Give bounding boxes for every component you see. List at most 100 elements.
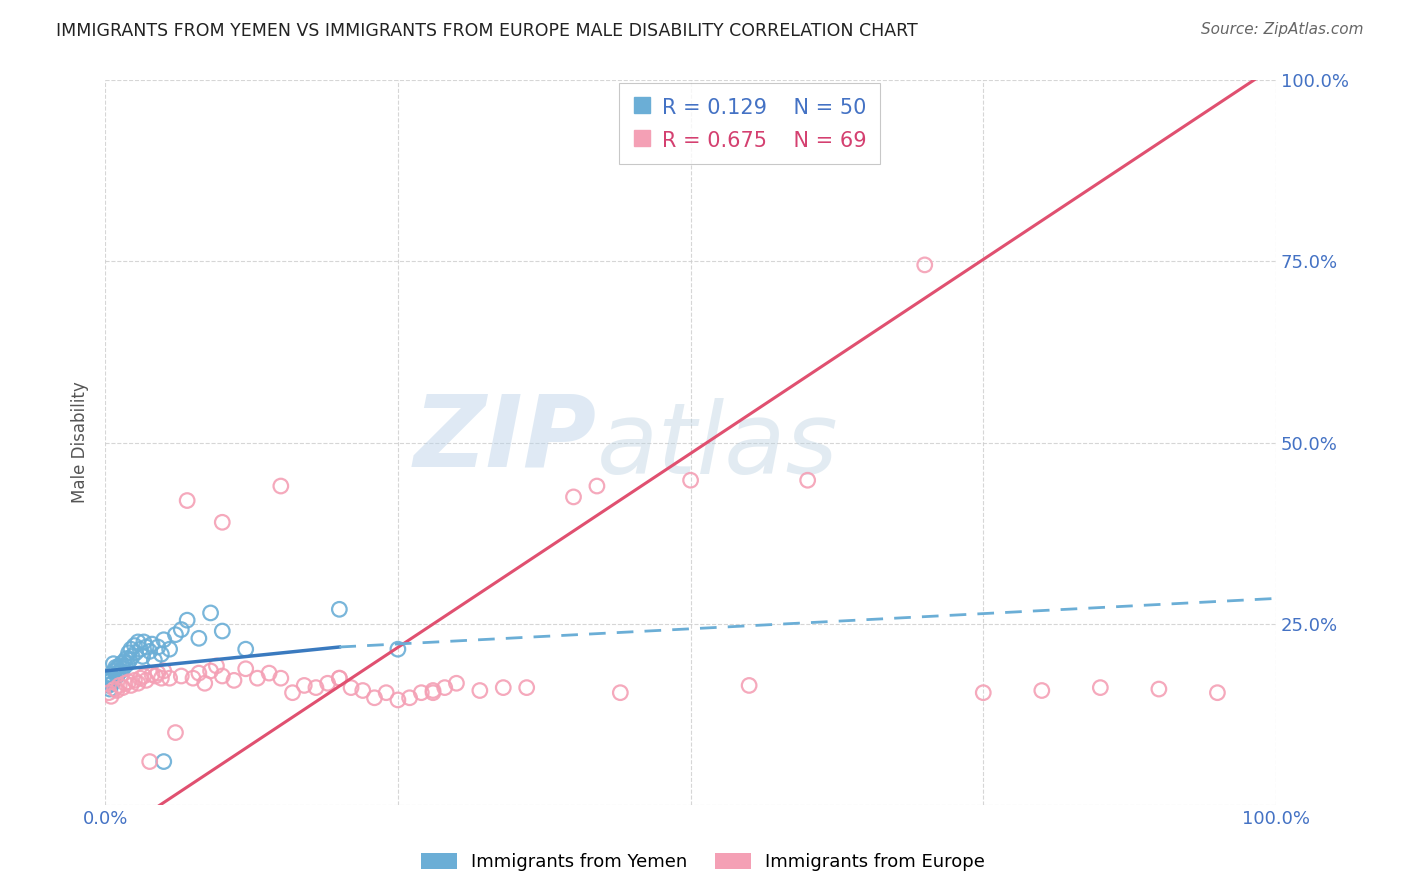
Point	[120, 678, 142, 692]
Point	[103, 681, 125, 696]
Text: IMMIGRANTS FROM YEMEN VS IMMIGRANTS FROM EUROPE MALE DISABILITY CORRELATION CHAR: IMMIGRANTS FROM YEMEN VS IMMIGRANTS FROM…	[56, 22, 918, 40]
Point	[103, 664, 125, 678]
Point	[200, 606, 222, 620]
Point	[110, 657, 132, 671]
Point	[152, 664, 174, 678]
Point	[135, 673, 157, 688]
Point	[468, 683, 491, 698]
Point	[165, 725, 187, 739]
Point	[679, 473, 702, 487]
Point	[103, 657, 125, 671]
Point	[387, 642, 409, 657]
Point	[111, 681, 134, 695]
Point	[796, 473, 818, 487]
Point	[165, 628, 187, 642]
Point	[422, 683, 444, 698]
Point	[211, 624, 233, 638]
Point	[516, 681, 538, 695]
Point	[120, 642, 142, 657]
Point	[340, 681, 363, 695]
Point	[1090, 681, 1112, 695]
Point	[127, 676, 149, 690]
Point	[132, 669, 155, 683]
Point	[1031, 683, 1053, 698]
Point	[98, 671, 121, 685]
Point	[187, 666, 209, 681]
Point	[105, 662, 128, 676]
Point	[1206, 686, 1229, 700]
Point	[110, 664, 132, 678]
Point	[270, 479, 292, 493]
Point	[411, 686, 433, 700]
Point	[135, 640, 157, 654]
Point	[101, 676, 124, 690]
Point	[100, 673, 122, 688]
Point	[112, 655, 135, 669]
Point	[143, 653, 166, 667]
Point	[257, 666, 280, 681]
Point	[138, 644, 160, 658]
Point	[375, 686, 398, 700]
Point	[108, 678, 131, 692]
Point	[222, 673, 245, 688]
Point	[100, 690, 122, 704]
Point	[305, 681, 328, 695]
Point	[562, 490, 585, 504]
Point	[146, 640, 169, 654]
Point	[124, 646, 146, 660]
Point	[194, 676, 217, 690]
Point	[152, 755, 174, 769]
Point	[586, 479, 609, 493]
Point	[211, 669, 233, 683]
Point	[914, 258, 936, 272]
Point	[972, 686, 994, 700]
Point	[270, 671, 292, 685]
Text: atlas: atlas	[598, 398, 838, 495]
Point	[609, 686, 631, 700]
Point	[200, 664, 222, 678]
Point	[363, 690, 385, 705]
Point	[328, 602, 350, 616]
Point	[292, 678, 315, 692]
Point	[132, 635, 155, 649]
Point	[129, 671, 152, 685]
Point	[211, 516, 233, 530]
Point	[181, 671, 204, 685]
Point	[115, 651, 138, 665]
Point	[235, 642, 257, 657]
Point	[117, 674, 139, 689]
Point	[100, 667, 122, 681]
Point	[101, 671, 124, 685]
Point	[104, 660, 127, 674]
Point	[316, 676, 339, 690]
Legend: R = 0.129    N = 50, R = 0.675    N = 69: R = 0.129 N = 50, R = 0.675 N = 69	[619, 83, 880, 164]
Point	[138, 755, 160, 769]
Point	[107, 666, 129, 681]
Y-axis label: Male Disability: Male Disability	[72, 382, 89, 503]
Point	[176, 493, 198, 508]
Point	[398, 690, 420, 705]
Point	[118, 653, 141, 667]
Point	[129, 642, 152, 657]
Point	[1147, 681, 1170, 696]
Point	[170, 623, 193, 637]
Point	[105, 669, 128, 683]
Point	[141, 667, 163, 681]
Point	[141, 637, 163, 651]
Point	[97, 686, 120, 700]
Point	[246, 671, 269, 685]
Point	[145, 669, 167, 683]
Point	[150, 671, 173, 685]
Point	[187, 632, 209, 646]
Point	[446, 676, 468, 690]
Point	[328, 671, 350, 685]
Point	[114, 676, 136, 690]
Point	[124, 673, 146, 688]
Point	[433, 681, 456, 695]
Point	[114, 658, 136, 673]
Point	[422, 686, 444, 700]
Point	[117, 646, 139, 660]
Text: ZIP: ZIP	[413, 391, 598, 487]
Point	[124, 639, 146, 653]
Point	[146, 666, 169, 681]
